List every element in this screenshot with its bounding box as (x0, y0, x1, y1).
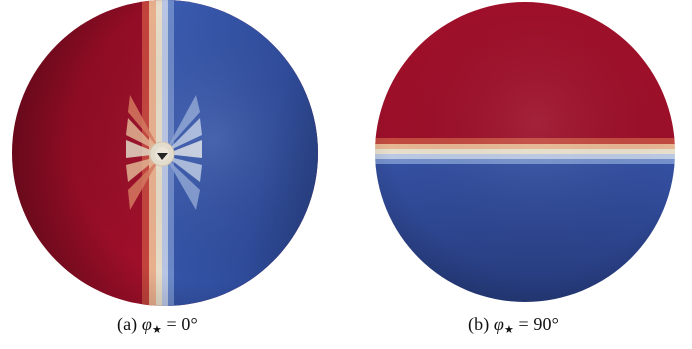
caption-a-subscript: ★ (151, 324, 162, 336)
caption-b-value: 90° (533, 314, 559, 334)
sphere-b-render (375, 2, 675, 302)
caption-a: (a) φ★ = 0° (117, 314, 198, 336)
caption-b-subscript: ★ (503, 324, 514, 336)
caption-a-equals: = (166, 314, 177, 334)
caption-a-value: 0° (181, 314, 198, 334)
caption-a-symbol: φ (141, 314, 152, 334)
caption-a-label: (a) (117, 314, 138, 334)
figure-panel-b: (b) φ★ = 90° (346, 0, 692, 349)
caption-b-equals: = (518, 314, 529, 334)
sphere-a-render (12, 0, 318, 306)
caption-b-label: (b) (468, 314, 490, 334)
caption-b: (b) φ★ = 90° (468, 314, 559, 336)
caption-b-symbol: φ (493, 314, 504, 334)
figure-panel-a: (a) φ★ = 0° (12, 0, 318, 336)
